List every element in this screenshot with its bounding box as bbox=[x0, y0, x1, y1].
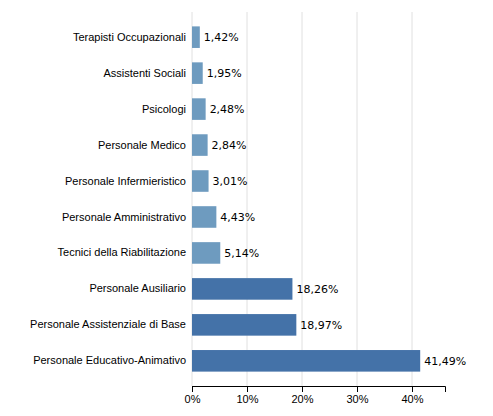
x-tick: 10% bbox=[236, 386, 258, 405]
data-label: 4,43% bbox=[220, 211, 255, 224]
y-tick: Terapisti Occupazionali bbox=[73, 31, 186, 43]
x-tick-label: 40% bbox=[401, 393, 423, 405]
x-axis-line bbox=[193, 387, 446, 393]
y-tick-label: Personale Assistenziale di Base bbox=[30, 318, 186, 330]
x-tick-label: 20% bbox=[291, 393, 313, 405]
x-tick: 30% bbox=[346, 386, 368, 405]
bar bbox=[192, 206, 216, 228]
bar bbox=[192, 26, 200, 48]
y-tick: Personale Assistenziale di Base bbox=[30, 318, 186, 330]
y-tick-label: Personale Infermieristico bbox=[65, 175, 186, 187]
data-label: 1,42% bbox=[204, 31, 239, 44]
x-tick-label: 10% bbox=[236, 393, 258, 405]
y-tick-label: Terapisti Occupazionali bbox=[73, 31, 186, 43]
x-tick-label: 30% bbox=[346, 393, 368, 405]
data-label: 1,95% bbox=[207, 67, 242, 80]
bar bbox=[192, 278, 292, 300]
bar bbox=[192, 170, 209, 192]
y-tick-label: Personale Ausiliario bbox=[89, 282, 186, 294]
bar bbox=[192, 242, 220, 264]
bar bbox=[192, 134, 208, 156]
y-tick: Personale Medico bbox=[98, 139, 186, 151]
y-tick: Personale Educativo-Animativo bbox=[33, 354, 186, 366]
grid-line bbox=[357, 12, 358, 386]
data-label: 5,14% bbox=[224, 247, 259, 260]
x-tick: 40% bbox=[401, 386, 423, 405]
data-label: 41,49% bbox=[424, 355, 466, 368]
bars bbox=[192, 26, 420, 371]
grid-line bbox=[412, 12, 413, 386]
y-tick-label: Personale Educativo-Animativo bbox=[33, 354, 186, 366]
y-tick: Assistenti Sociali bbox=[103, 67, 186, 79]
y-tick: Personale Infermieristico bbox=[65, 175, 186, 187]
data-label: 2,48% bbox=[210, 103, 245, 116]
x-tick: 20% bbox=[291, 386, 313, 405]
y-tick-label: Personale Medico bbox=[98, 139, 186, 151]
plot: 0% 10% 20% 30% 40% Personale Educativo-Animat… bbox=[30, 12, 466, 405]
bar bbox=[192, 62, 203, 84]
grid bbox=[192, 12, 412, 386]
data-label: 18,26% bbox=[296, 283, 338, 296]
y-tick-label: Personale Amministrativo bbox=[62, 211, 186, 223]
chart: 0% 10% 20% 30% 40% Personale Educativo-Animat… bbox=[0, 0, 493, 416]
x-tick-mark bbox=[357, 386, 358, 392]
data-label: 3,01% bbox=[213, 175, 248, 188]
y-tick-label: Psicologi bbox=[142, 103, 186, 115]
x-tick-mark bbox=[247, 386, 248, 392]
y-tick: Tecnici della Riabilitazione bbox=[58, 246, 186, 258]
x-tick-mark bbox=[192, 386, 193, 392]
data-label: 2,84% bbox=[212, 139, 247, 152]
bar bbox=[192, 314, 296, 336]
x-tick-mark bbox=[412, 386, 413, 392]
x-axis: 0% 10% 20% 30% 40% bbox=[185, 386, 446, 405]
y-tick: Personale Amministrativo bbox=[62, 211, 186, 223]
x-tick-mark bbox=[302, 386, 303, 392]
y-axis: Personale Educativo-Animativo Personale A… bbox=[30, 31, 186, 367]
y-tick: Psicologi bbox=[142, 103, 186, 115]
y-tick: Personale Ausiliario bbox=[89, 282, 186, 294]
x-tick-label: 0% bbox=[185, 393, 201, 405]
data-label: 18,97% bbox=[300, 319, 342, 332]
x-tick: 0% bbox=[185, 386, 201, 405]
y-tick-label: Tecnici della Riabilitazione bbox=[58, 246, 186, 258]
bar bbox=[192, 350, 420, 372]
bar bbox=[192, 98, 206, 120]
y-tick-label: Assistenti Sociali bbox=[103, 67, 186, 79]
data-labels: 41,49% 18,97% 18,26% 5,14% 4,43% 3,01% 2,84% 2,… bbox=[204, 31, 466, 368]
